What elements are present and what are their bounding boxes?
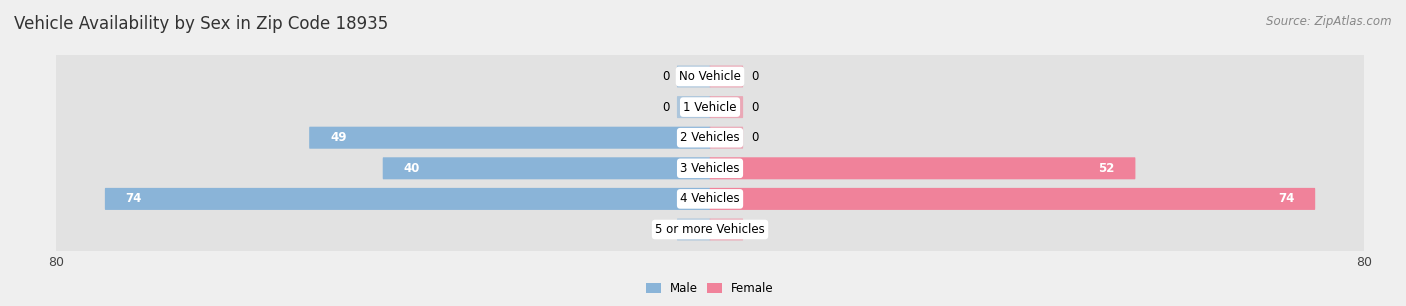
FancyBboxPatch shape bbox=[710, 65, 744, 88]
FancyBboxPatch shape bbox=[710, 96, 744, 118]
Text: 0: 0 bbox=[662, 70, 669, 83]
FancyBboxPatch shape bbox=[710, 127, 744, 149]
Text: 5 or more Vehicles: 5 or more Vehicles bbox=[655, 223, 765, 236]
FancyBboxPatch shape bbox=[105, 188, 710, 210]
FancyBboxPatch shape bbox=[676, 96, 710, 118]
Text: 4 Vehicles: 4 Vehicles bbox=[681, 192, 740, 205]
Text: 0: 0 bbox=[751, 70, 758, 83]
Text: 0: 0 bbox=[751, 101, 758, 114]
Text: 40: 40 bbox=[404, 162, 420, 175]
FancyBboxPatch shape bbox=[46, 203, 1374, 256]
FancyBboxPatch shape bbox=[46, 173, 1374, 225]
FancyBboxPatch shape bbox=[382, 157, 710, 179]
Text: No Vehicle: No Vehicle bbox=[679, 70, 741, 83]
Text: 74: 74 bbox=[125, 192, 142, 205]
FancyBboxPatch shape bbox=[710, 218, 744, 241]
Text: 0: 0 bbox=[751, 131, 758, 144]
Text: 74: 74 bbox=[1278, 192, 1295, 205]
Text: Source: ZipAtlas.com: Source: ZipAtlas.com bbox=[1267, 15, 1392, 28]
Text: 2 Vehicles: 2 Vehicles bbox=[681, 131, 740, 144]
Text: 0: 0 bbox=[662, 101, 669, 114]
FancyBboxPatch shape bbox=[676, 218, 710, 241]
FancyBboxPatch shape bbox=[46, 142, 1374, 195]
Text: 49: 49 bbox=[330, 131, 346, 144]
FancyBboxPatch shape bbox=[710, 157, 1136, 179]
Text: Vehicle Availability by Sex in Zip Code 18935: Vehicle Availability by Sex in Zip Code … bbox=[14, 15, 388, 33]
FancyBboxPatch shape bbox=[46, 50, 1374, 103]
FancyBboxPatch shape bbox=[710, 188, 1315, 210]
FancyBboxPatch shape bbox=[46, 81, 1374, 133]
Text: 3 Vehicles: 3 Vehicles bbox=[681, 162, 740, 175]
Text: 0: 0 bbox=[662, 223, 669, 236]
FancyBboxPatch shape bbox=[309, 127, 710, 149]
FancyBboxPatch shape bbox=[676, 65, 710, 88]
Legend: Male, Female: Male, Female bbox=[641, 278, 779, 300]
FancyBboxPatch shape bbox=[46, 111, 1374, 164]
Text: 52: 52 bbox=[1098, 162, 1115, 175]
Text: 1 Vehicle: 1 Vehicle bbox=[683, 101, 737, 114]
Text: 0: 0 bbox=[751, 223, 758, 236]
